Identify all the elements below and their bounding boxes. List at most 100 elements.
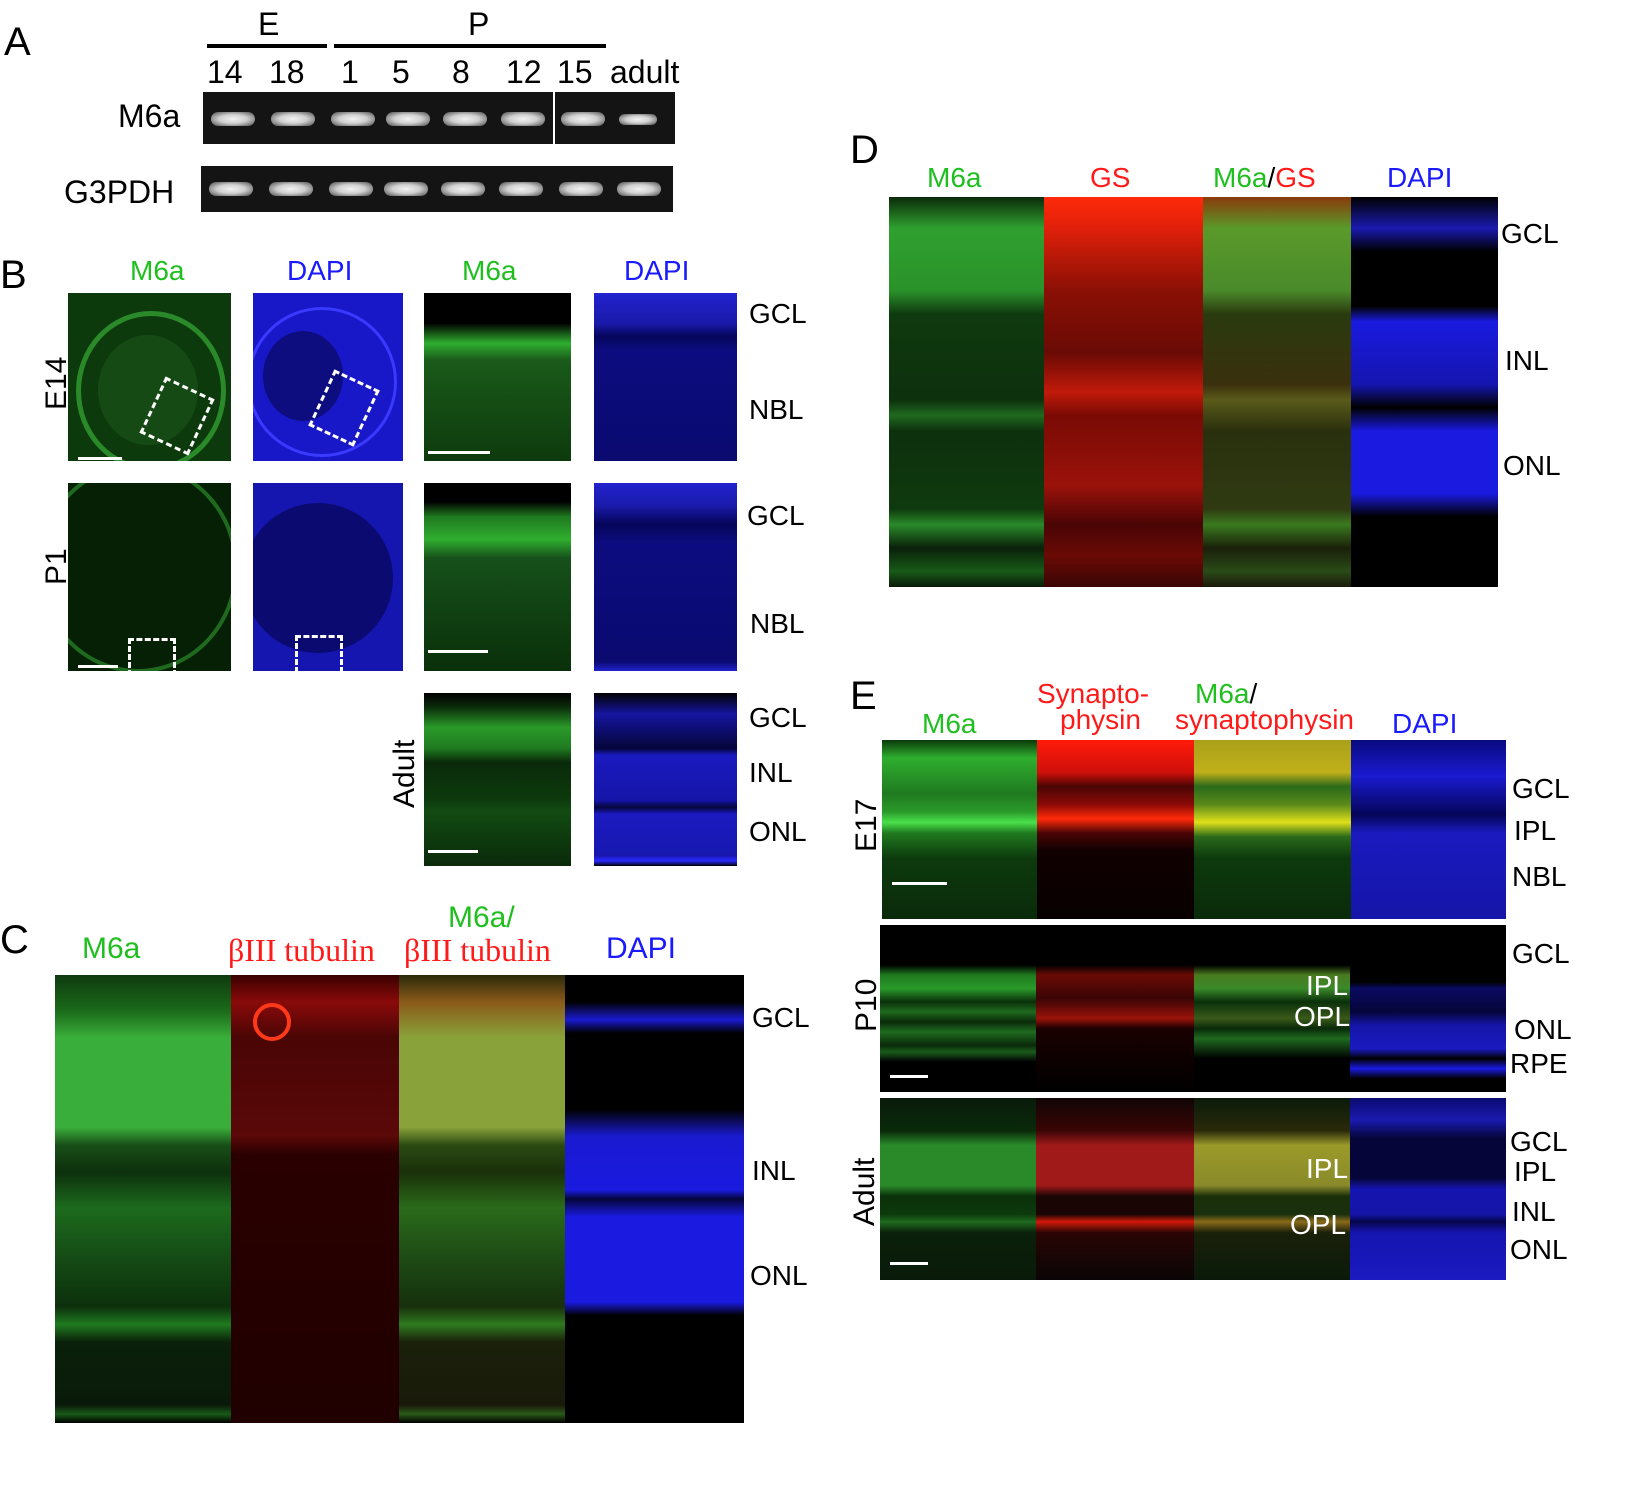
col-label-gs: GS bbox=[1090, 162, 1131, 193]
inner-layer-label: OPL bbox=[1290, 1209, 1347, 1240]
lane-label: 5 bbox=[392, 54, 410, 90]
gel-band bbox=[271, 112, 315, 126]
inner-layer-label: OPL bbox=[1294, 1001, 1351, 1032]
image-p1-m6a-zoom bbox=[424, 483, 571, 671]
gel-band bbox=[619, 114, 657, 125]
col-label-m6a: M6a bbox=[462, 255, 517, 286]
image-p1-dapi-zoom bbox=[594, 483, 737, 671]
layer-label: ONL bbox=[749, 816, 807, 847]
image-adult-dapi-zoom bbox=[594, 693, 737, 866]
layer-label: GCL bbox=[752, 1002, 810, 1033]
layer-label: GCL bbox=[1510, 1126, 1568, 1157]
image-e14-dapi-zoom bbox=[594, 293, 737, 461]
image-c-tubulin bbox=[231, 975, 399, 1423]
image-d-gs bbox=[1044, 197, 1203, 587]
gel-band bbox=[211, 112, 255, 126]
image-p10-dapi bbox=[1350, 925, 1506, 1092]
row-label-adult: Adult bbox=[388, 739, 421, 808]
image-e17-dapi bbox=[1351, 740, 1506, 919]
merge-slash: / bbox=[1267, 162, 1276, 193]
col-label-m6a: M6a bbox=[922, 708, 977, 739]
image-e-adult-dapi bbox=[1350, 1098, 1506, 1280]
layer-label: INL bbox=[1512, 1196, 1556, 1227]
lane-label: 18 bbox=[269, 54, 305, 90]
col-label-synapto-bottom: physin bbox=[1060, 704, 1141, 735]
image-adult-m6a-zoom bbox=[424, 693, 571, 866]
col-label-dapi: DAPI bbox=[1392, 708, 1458, 739]
layer-label: GCL bbox=[749, 298, 807, 329]
row-label-g3pdh: G3PDH bbox=[64, 174, 175, 210]
layer-label: IPL bbox=[1514, 815, 1557, 846]
layer-label: ONL bbox=[1514, 1014, 1572, 1045]
image-e-adult-merge: IPL OPL bbox=[1194, 1098, 1350, 1280]
col-label-tubulin: βIII tubulin bbox=[228, 932, 375, 968]
lane-label: 15 bbox=[557, 54, 593, 90]
gel-band bbox=[209, 182, 253, 196]
col-label-merge-bottom: βIII tubulin bbox=[404, 932, 551, 968]
scale-bar bbox=[890, 1262, 928, 1265]
scale-bar bbox=[428, 451, 490, 454]
col-label-synapto-top: Synapto- bbox=[1037, 678, 1150, 709]
panel-b-letter: B bbox=[0, 253, 27, 297]
gel-band bbox=[443, 112, 487, 126]
image-d-dapi bbox=[1351, 197, 1498, 587]
layer-label: INL bbox=[1505, 345, 1549, 376]
eye-outline bbox=[68, 483, 231, 671]
layer-label: GCL bbox=[1512, 938, 1570, 969]
image-c-merge bbox=[399, 975, 565, 1423]
group-e-label: E bbox=[258, 6, 280, 42]
col-label-merge: M6a/GS bbox=[1213, 164, 1316, 192]
image-c-m6a bbox=[55, 975, 231, 1423]
panel-e-letter: E bbox=[850, 674, 877, 718]
layer-label: ONL bbox=[1503, 450, 1561, 481]
layer-label: GCL bbox=[749, 702, 807, 733]
image-e-adult-m6a bbox=[880, 1098, 1036, 1280]
lane-label: 1 bbox=[341, 54, 359, 90]
cell-body bbox=[253, 1003, 291, 1041]
eye-outline bbox=[253, 307, 397, 457]
image-e17-synaptophysin bbox=[1037, 740, 1194, 919]
col-label-dapi: DAPI bbox=[624, 255, 690, 286]
layer-label: ONL bbox=[1510, 1234, 1568, 1265]
zoom-box bbox=[128, 638, 176, 671]
lane-label: adult bbox=[610, 54, 680, 90]
row-label-p10: P10 bbox=[850, 978, 883, 1032]
merge-m6a: M6a bbox=[1195, 678, 1250, 709]
gel-band bbox=[269, 182, 313, 196]
scale-bar bbox=[78, 665, 118, 668]
eye-outline bbox=[76, 311, 226, 461]
gel-g3pdh bbox=[201, 166, 673, 212]
image-e14-m6a-eye bbox=[68, 293, 231, 461]
layer-label: RPE bbox=[1510, 1048, 1568, 1079]
layer-label: GCL bbox=[1512, 773, 1570, 804]
col-label-dapi: DAPI bbox=[606, 932, 677, 965]
image-p1-dapi-eye bbox=[253, 483, 403, 671]
layer-label: NBL bbox=[749, 394, 804, 425]
layer-label: IPL bbox=[1514, 1156, 1557, 1187]
eye-inner bbox=[263, 331, 343, 421]
gel-band bbox=[501, 112, 545, 126]
image-e-adult-synaptophysin bbox=[1036, 1098, 1194, 1280]
gel-m6a bbox=[203, 92, 675, 144]
gel-band bbox=[331, 112, 375, 126]
image-e14-m6a-zoom bbox=[424, 293, 571, 461]
inner-layer-label: IPL bbox=[1306, 1153, 1349, 1184]
scale-bar bbox=[428, 850, 478, 853]
row-label-m6a: M6a bbox=[118, 98, 181, 134]
gel-band bbox=[617, 182, 661, 196]
panel-c-letter: C bbox=[0, 918, 29, 962]
merge-gs: GS bbox=[1275, 162, 1316, 193]
group-p-line bbox=[334, 44, 606, 48]
col-label-m6a: M6a bbox=[130, 255, 185, 286]
image-e14-dapi-eye bbox=[253, 293, 403, 461]
gel-band bbox=[499, 182, 543, 196]
row-label-e17: E17 bbox=[850, 798, 883, 852]
gel-band bbox=[561, 112, 605, 126]
merge-m6a: M6a bbox=[1213, 162, 1268, 193]
merge-m6a: M6a/ bbox=[448, 901, 515, 934]
layer-label: GCL bbox=[747, 500, 805, 531]
panel-a-letter: A bbox=[4, 20, 31, 64]
lane-label: 12 bbox=[506, 54, 542, 90]
layer-label: NBL bbox=[1512, 861, 1567, 892]
image-p10-synaptophysin bbox=[1036, 925, 1194, 1092]
